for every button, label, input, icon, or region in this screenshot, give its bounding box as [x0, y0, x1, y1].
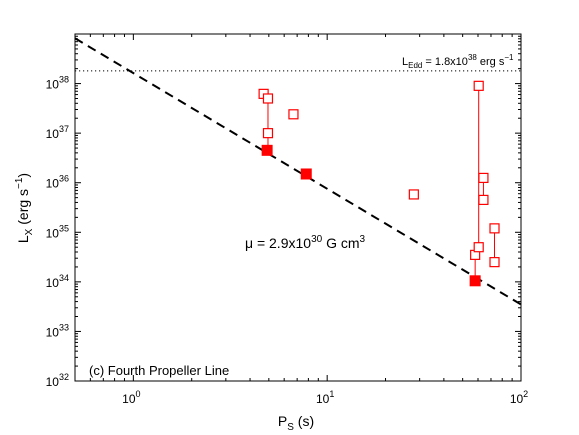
open-marker: [489, 223, 500, 234]
panel-label: (c) Fourth Propeller Line: [89, 363, 229, 378]
filled-marker: [469, 275, 481, 287]
open-marker: [262, 128, 274, 139]
x-tick-label: 100: [122, 389, 140, 406]
plot-frame: [74, 33, 522, 382]
open-marker: [288, 109, 299, 120]
open-marker: [262, 93, 274, 104]
open-marker: [473, 80, 484, 91]
x-tick-label: 101: [316, 389, 334, 406]
filled-marker: [261, 144, 273, 156]
x-tick-label: 102: [510, 389, 528, 406]
open-marker: [478, 194, 489, 206]
propeller-line-label: μ = 2.9x1030 G cm3: [245, 234, 366, 251]
y-axis-title: LX (erg s−1): [14, 173, 35, 243]
reference-lines: [74, 37, 522, 306]
open-marker: [408, 189, 419, 200]
x-axis-title: PS (s): [278, 413, 314, 433]
y-tick-label: 1033: [46, 322, 69, 339]
y-tick-label: 1032: [46, 372, 69, 389]
y-tick-label: 1035: [46, 223, 69, 240]
axis-tick-labels: 100 101 102 1032 1033 1034 1035 1036 1037 1038: [46, 75, 529, 406]
propeller-line: [74, 37, 522, 306]
eddington-label: LEdd = 1.8x1038 erg s−1: [402, 53, 514, 70]
y-tick-label: 1037: [46, 124, 69, 141]
data-points: [258, 80, 500, 287]
y-tick-label: 1036: [46, 174, 69, 191]
axis-ticks: [74, 34, 522, 382]
open-marker: [478, 172, 489, 184]
y-tick-label: 1038: [46, 75, 69, 92]
open-marker: [489, 257, 500, 268]
y-tick-label: 1034: [46, 273, 69, 290]
filled-marker: [300, 168, 312, 180]
open-marker: [473, 242, 484, 253]
